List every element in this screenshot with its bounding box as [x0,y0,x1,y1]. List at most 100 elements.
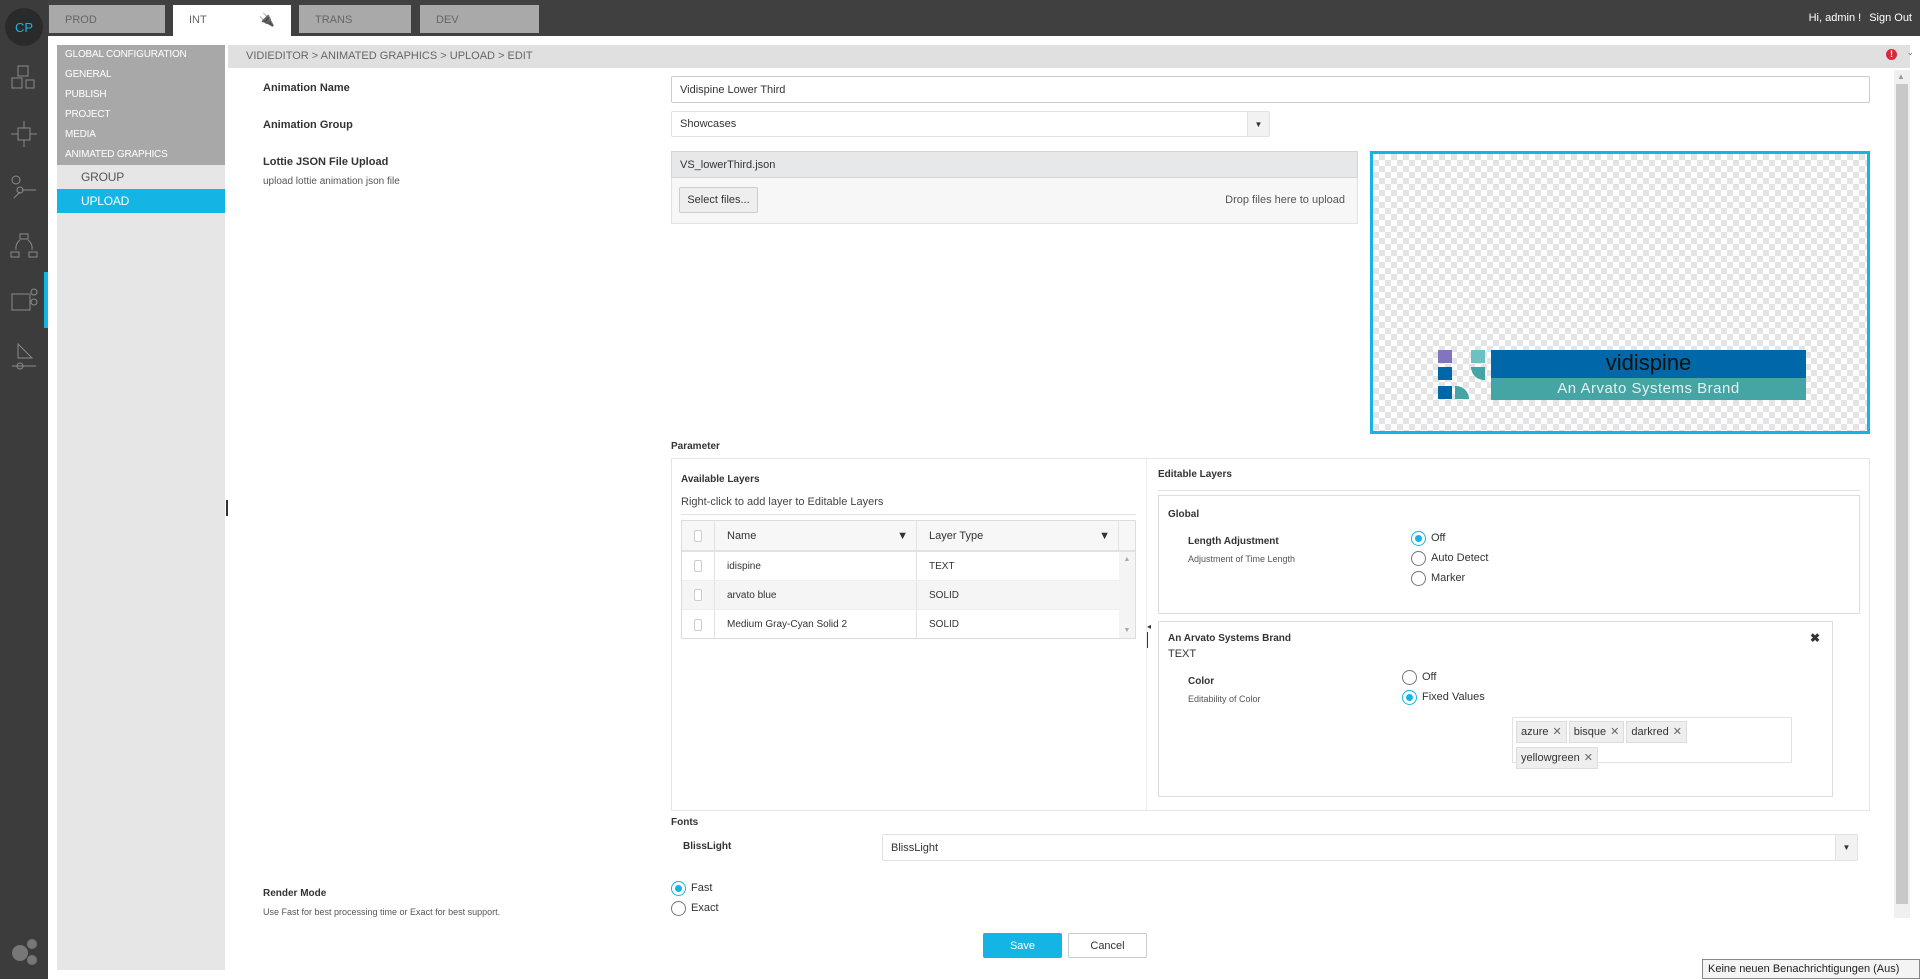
dropzone[interactable]: Select files... Drop files here to uploa… [671,178,1358,224]
menu-upload[interactable]: UPLOAD [57,189,225,213]
color-label: Color [1188,676,1215,687]
row-checkbox[interactable] [694,618,702,631]
render-icon[interactable] [8,340,40,372]
tag-yellowgreen: yellowgreen ✕ [1516,747,1598,769]
animation-group-label: Animation Group [263,119,353,131]
remove-tag-icon[interactable]: ✕ [1583,752,1593,764]
column-name[interactable]: Name ▼ [715,521,917,550]
logo-square [1438,386,1452,399]
error-icon[interactable]: ! [1886,49,1897,60]
menu-group[interactable]: GROUP [57,165,225,189]
logo-square [1455,386,1469,399]
row-checkbox[interactable] [694,589,702,601]
drop-hint: Drop files here to upload [1225,194,1345,206]
layer-type: TEXT [1168,648,1197,660]
table-row[interactable]: Medium Gray-Cyan Solid 2 SOLID [682,610,1119,639]
app-logo[interactable]: CP [5,8,43,46]
text-layer-card: An Arvato Systems Brand TEXT ✖ Color Edi… [1158,621,1833,797]
logo-square [1471,367,1485,380]
breadcrumb: VIDIEDITOR > ANIMATED GRAPHICS > UPLOAD … [228,45,1910,68]
lottie-sublabel: upload lottie animation json file [263,176,400,187]
select-all-checkbox[interactable] [694,529,702,542]
dropdown-arrow-icon[interactable]: ▼ [1247,112,1269,136]
menu-animated-graphics[interactable]: ANIMATED GRAPHICS [57,145,225,165]
menu-project[interactable]: PROJECT [57,105,225,125]
radio-color-off[interactable]: Off [1402,670,1436,686]
available-layers-grid: Name ▼ Layer Type ▼ idispine TEXT arvato b… [681,520,1136,639]
cubes-icon[interactable] [8,62,40,94]
settings-icon[interactable] [8,935,40,967]
column-layer-type[interactable]: Layer Type ▼ [917,521,1119,550]
close-icon[interactable]: ✖ [1809,631,1820,645]
menu-general[interactable]: GENERAL [57,65,225,85]
length-adjustment-label: Length Adjustment [1188,536,1279,547]
divider [681,514,1136,515]
row-checkbox[interactable] [694,560,702,572]
table-row[interactable]: arvato blue SOLID [682,581,1119,610]
cycle-icon[interactable] [8,230,40,262]
animation-group-select[interactable]: Showcases ▼ [671,111,1270,137]
scroll-up-icon[interactable]: ▲ [1897,72,1905,81]
chevron-down-icon[interactable]: ⌄ [1906,47,1914,57]
dropdown-arrow-icon[interactable]: ▼ [1835,835,1857,860]
menu-media[interactable]: MEDIA [57,125,225,145]
parameter-label: Parameter [671,441,720,452]
tab-prod[interactable]: PROD [49,5,165,33]
remove-tag-icon[interactable]: ✕ [1552,726,1562,738]
color-tags-input[interactable]: azure ✕ bisque ✕ darkred ✕ yellowgreen ✕ [1512,717,1792,769]
global-layer-card: Global Length Adjustment Adjustment of T… [1158,495,1860,614]
divider [1158,490,1860,491]
cancel-button[interactable]: Cancel [1068,933,1147,958]
render-mode-sublabel: Use Fast for best processing time or Exa… [263,907,501,917]
animation-name-input[interactable]: Vidispine Lower Third [671,76,1870,103]
tag-azure: azure ✕ [1516,721,1567,743]
menu-global-configuration[interactable]: GLOBAL CONFIGURATION [57,45,225,65]
cell-name: idispine [715,552,917,580]
radio-render-exact[interactable]: Exact [671,901,719,917]
layer-splitter[interactable] [1147,632,1148,648]
font-name-label: BlissLight [683,841,732,852]
tab-dev[interactable]: DEV [420,5,539,33]
filter-icon[interactable]: ▼ [897,529,908,542]
workflow-icon[interactable] [8,172,40,204]
filter-icon[interactable]: ▼ [1099,529,1110,542]
font-select[interactable]: BlissLight ▼ [882,834,1858,861]
fonts-label: Fonts [671,817,699,828]
cell-type: SOLID [929,619,960,630]
menu-publish[interactable]: PUBLISH [57,85,225,105]
editable-layers-title: Editable Layers [1158,469,1232,480]
video-edit-icon[interactable] [8,284,40,316]
radio-length-marker[interactable]: Marker [1411,571,1465,587]
radio-render-fast[interactable]: Fast [671,881,712,897]
cell-type: TEXT [929,560,955,572]
available-layers-title: Available Layers [681,474,760,485]
plug-icon: 🔌 [258,12,275,27]
notification-tooltip: Keine neuen Benachrichtigungen (Aus) [1702,959,1920,979]
tab-trans[interactable]: TRANS [299,5,411,33]
global-title: Global [1168,509,1200,520]
select-files-button[interactable]: Select files... [679,187,758,213]
preview-logo-text: vidispine [1491,350,1806,378]
page-scrollbar[interactable]: ▲ [1894,70,1910,918]
network-icon[interactable] [8,118,40,150]
radio-length-off[interactable]: Off [1411,531,1445,547]
layer-title: An Arvato Systems Brand [1168,633,1291,644]
collapse-arrow-icon[interactable]: ◂ [1147,622,1152,631]
settings-menu: GLOBAL CONFIGURATION GENERAL PUBLISH PRO… [57,45,225,970]
table-row[interactable]: idispine TEXT [682,552,1119,581]
cell-name: arvato blue [715,581,917,609]
panel-splitter[interactable] [226,500,228,516]
scroll-thumb[interactable] [1896,84,1908,904]
panel-divider [1146,459,1147,810]
sign-out-link[interactable]: Sign Out [1869,12,1912,24]
uploaded-file: VS_lowerThird.json [671,151,1358,178]
remove-tag-icon[interactable]: ✕ [1672,726,1682,738]
save-button[interactable]: Save [983,933,1062,958]
remove-tag-icon[interactable]: ✕ [1610,726,1620,738]
user-area: Hi, admin ! Sign Out [1801,12,1912,24]
tab-int[interactable]: INT 🔌 [173,5,291,36]
radio-color-fixed-values[interactable]: Fixed Values [1402,690,1485,706]
greeting: Hi, admin ! [1808,12,1862,24]
radio-length-auto-detect[interactable]: Auto Detect [1411,551,1488,567]
grid-scrollbar[interactable]: ▲ ▼ [1119,552,1135,638]
